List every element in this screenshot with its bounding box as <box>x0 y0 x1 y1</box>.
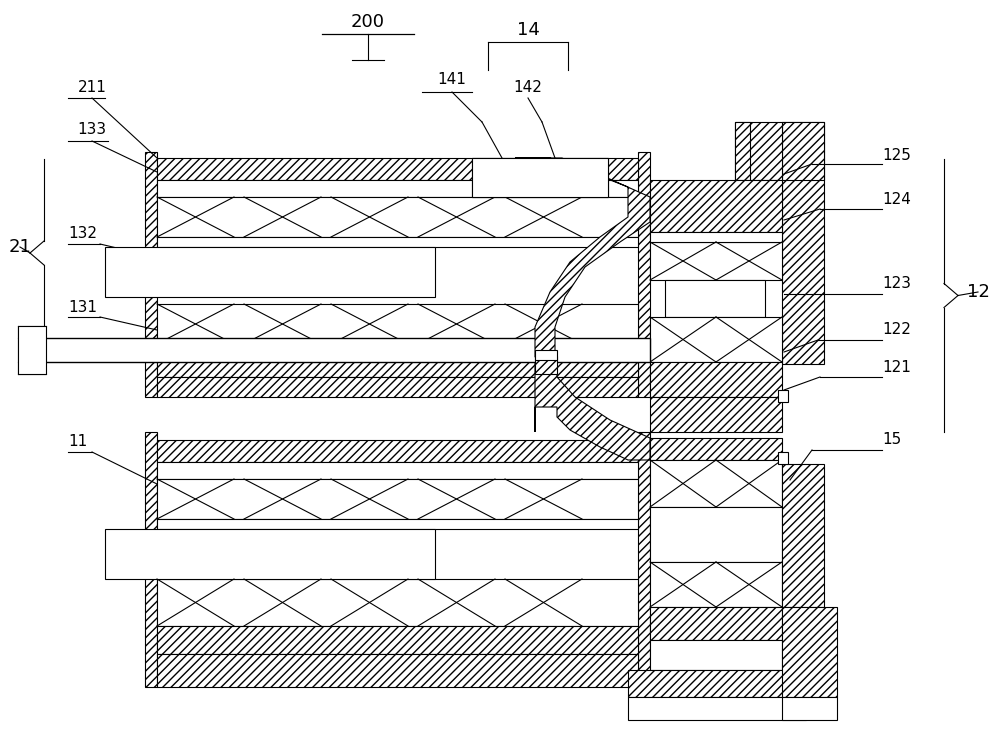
Bar <box>157 626 638 654</box>
Bar <box>665 280 765 317</box>
Bar <box>535 350 557 360</box>
Bar <box>157 237 638 247</box>
Bar <box>157 158 638 180</box>
Text: 142: 142 <box>514 80 542 95</box>
Polygon shape <box>515 158 650 357</box>
Bar <box>157 462 638 479</box>
Polygon shape <box>535 360 650 460</box>
Bar <box>650 242 782 280</box>
Bar <box>105 247 435 297</box>
Bar <box>650 460 782 507</box>
Text: 122: 122 <box>882 323 911 338</box>
Text: 141: 141 <box>438 72 466 87</box>
Bar <box>28 338 650 362</box>
Bar <box>778 390 788 402</box>
Text: 131: 131 <box>68 299 97 314</box>
Text: 200: 200 <box>351 13 385 31</box>
Bar <box>157 440 638 462</box>
Text: 211: 211 <box>78 80 106 95</box>
Bar <box>650 362 782 397</box>
Bar <box>782 122 824 364</box>
Bar <box>650 180 782 232</box>
Bar <box>650 397 782 432</box>
Bar <box>650 317 782 362</box>
Bar <box>157 304 638 344</box>
Text: 15: 15 <box>882 432 901 447</box>
Bar <box>472 158 608 197</box>
Bar <box>535 356 557 374</box>
Text: 133: 133 <box>77 123 107 138</box>
Bar <box>157 479 638 519</box>
Bar <box>157 180 638 197</box>
Text: 14: 14 <box>517 21 539 39</box>
Bar <box>782 697 837 720</box>
Text: 132: 132 <box>68 226 97 241</box>
Bar <box>145 152 157 397</box>
Bar <box>472 158 608 197</box>
Bar <box>157 377 638 397</box>
Bar <box>650 640 782 670</box>
Text: 12: 12 <box>967 283 989 301</box>
Bar <box>157 197 638 237</box>
Bar <box>650 562 782 607</box>
Bar <box>638 432 650 687</box>
Bar <box>638 152 650 397</box>
Bar <box>650 232 782 242</box>
Bar <box>628 670 806 697</box>
Bar <box>18 326 46 374</box>
Text: 123: 123 <box>882 277 911 292</box>
Bar <box>778 452 788 464</box>
Text: 124: 124 <box>882 193 911 208</box>
Text: 11: 11 <box>68 435 87 450</box>
Bar <box>145 432 157 687</box>
Bar <box>735 122 782 180</box>
Text: 125: 125 <box>882 147 911 162</box>
Bar <box>628 697 806 720</box>
Bar <box>782 607 837 697</box>
Bar <box>650 507 782 562</box>
Text: 21: 21 <box>9 238 31 256</box>
Text: 121: 121 <box>882 359 911 374</box>
Bar <box>735 122 750 180</box>
Bar <box>157 654 638 687</box>
Bar <box>782 464 824 607</box>
Bar <box>650 438 782 460</box>
Bar <box>157 519 638 529</box>
Bar <box>157 344 638 377</box>
Bar <box>157 579 638 626</box>
Bar <box>782 122 824 180</box>
Bar <box>105 529 435 579</box>
Bar <box>650 607 782 640</box>
